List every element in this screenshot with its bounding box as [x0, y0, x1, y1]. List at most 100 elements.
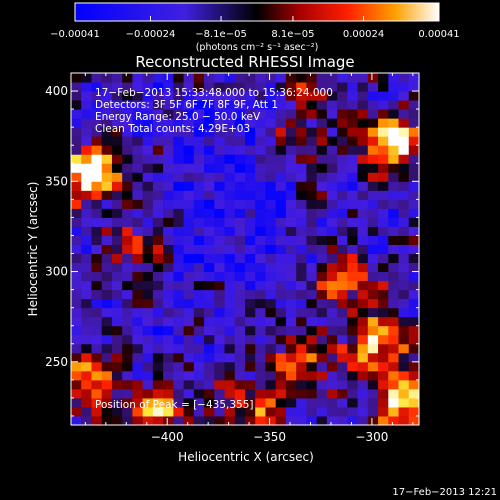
heatmap-cell	[91, 181, 103, 191]
heatmap-cell	[347, 343, 359, 354]
heatmap-cell	[357, 217, 369, 227]
heatmap-cell	[316, 343, 328, 354]
y-tick-label: 350	[45, 174, 68, 188]
colorbar-tick-label: 0.00041	[418, 29, 459, 40]
heatmap-cell	[132, 199, 144, 209]
heatmap-cell	[408, 172, 419, 182]
heatmap-cell	[81, 181, 92, 191]
heatmap-cell	[234, 127, 246, 137]
heatmap-cell	[183, 235, 195, 245]
heatmap-cell	[224, 280, 236, 291]
heatmap-cell	[224, 325, 236, 336]
heatmap-cell	[204, 406, 215, 417]
heatmap-cell	[398, 253, 410, 264]
heatmap-cell	[132, 154, 144, 164]
heatmap-cell	[408, 82, 419, 92]
heatmap-cell	[316, 325, 328, 336]
heatmap-cell	[398, 352, 410, 363]
heatmap-cell	[132, 235, 144, 245]
heatmap-cell	[316, 136, 328, 146]
heatmap-cell	[275, 370, 287, 381]
heatmap-cell	[265, 172, 277, 182]
heatmap-cell	[367, 397, 379, 408]
heatmap-cell	[173, 325, 185, 336]
heatmap-cell	[152, 91, 164, 101]
heatmap-cell	[71, 82, 82, 92]
heatmap-cell	[224, 154, 236, 164]
heatmap-cell	[245, 145, 256, 155]
heatmap-cell	[214, 190, 226, 200]
heatmap-cell	[193, 343, 205, 354]
heatmap-cell	[357, 163, 369, 173]
heatmap-cell	[398, 100, 410, 110]
heatmap-cell	[183, 208, 195, 218]
heatmap-cell	[398, 262, 410, 273]
heatmap-cell	[234, 91, 246, 101]
heatmap-cell	[306, 109, 318, 119]
heatmap-cell	[367, 208, 379, 218]
heatmap-cell	[398, 397, 410, 408]
heatmap-cell	[132, 343, 144, 354]
heatmap-cell	[214, 199, 226, 209]
heatmap-cell	[122, 397, 133, 408]
heatmap-cell	[71, 334, 82, 345]
annotation-time-range: 17−Feb−2013 15:33:48.000 to 15:36:24.000	[95, 87, 333, 99]
heatmap-cell	[326, 208, 338, 218]
heatmap-cell	[204, 397, 215, 408]
heatmap-cell	[111, 289, 123, 300]
heatmap-cell	[296, 208, 307, 218]
heatmap-cell	[163, 370, 174, 381]
heatmap-cell	[285, 235, 297, 245]
heatmap-cell	[326, 100, 338, 110]
heatmap-cell	[388, 388, 400, 399]
heatmap-cell	[398, 271, 410, 282]
heatmap-cell	[152, 163, 164, 173]
heatmap-cell	[285, 217, 297, 227]
heatmap-cell	[408, 343, 419, 354]
heatmap-cell	[378, 118, 389, 128]
heatmap-cell	[316, 208, 328, 218]
heatmap-cell	[234, 415, 246, 425]
heatmap-cell	[91, 82, 103, 92]
heatmap-cell	[275, 100, 287, 110]
heatmap-cell	[193, 91, 205, 101]
heatmap-cell	[357, 127, 369, 137]
heatmap-cell	[234, 316, 246, 327]
heatmap-cell	[306, 136, 318, 146]
heatmap-cell	[357, 199, 369, 209]
heatmap-cell	[367, 145, 379, 155]
heatmap-cell	[234, 136, 246, 146]
heatmap-cell	[388, 406, 400, 417]
heatmap-cell	[111, 307, 123, 318]
heatmap-cell	[142, 361, 154, 372]
heatmap-cell	[101, 190, 113, 200]
heatmap-cell	[245, 154, 256, 164]
heatmap-cell	[285, 172, 297, 182]
heatmap-cell	[245, 370, 256, 381]
heatmap-cell	[275, 217, 287, 227]
heatmap-cell	[378, 361, 389, 372]
heatmap-cell	[316, 154, 328, 164]
heatmap-cell	[408, 307, 419, 318]
heatmap-cell	[71, 127, 82, 137]
heatmap-cell	[183, 271, 195, 282]
heatmap-cell	[71, 163, 82, 173]
heatmap-cell	[122, 82, 133, 92]
heatmap-cell	[378, 289, 389, 300]
heatmap-cell	[234, 307, 246, 318]
heatmap-cell	[224, 361, 236, 372]
heatmap-cell	[224, 118, 236, 128]
heatmap-cell	[388, 352, 400, 363]
heatmap-cell	[388, 109, 400, 119]
heatmap-cell	[81, 325, 92, 336]
heatmap-cell	[173, 136, 185, 146]
heatmap-cell	[357, 91, 369, 101]
heatmap-cell	[173, 307, 185, 318]
heatmap-cell	[204, 82, 215, 92]
heatmap-cell	[357, 298, 369, 309]
heatmap-cell	[275, 379, 287, 390]
heatmap-cell	[316, 82, 328, 92]
heatmap-cell	[183, 316, 195, 327]
heatmap-cell	[234, 172, 246, 182]
heatmap-cell	[285, 73, 297, 83]
